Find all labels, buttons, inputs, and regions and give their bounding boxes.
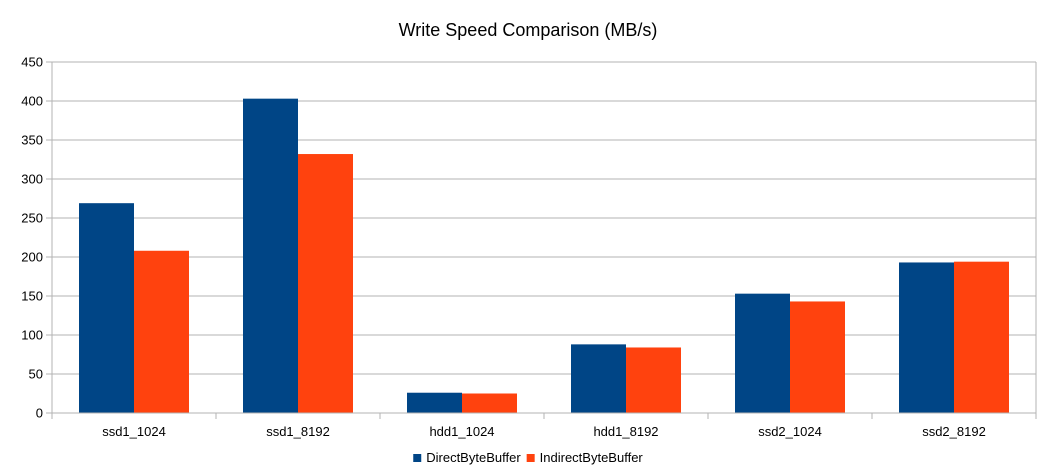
y-tick-label: 100 — [21, 328, 43, 343]
legend-swatch — [526, 454, 535, 462]
bar-IndirectByteBuffer-ssd1_8192 — [298, 154, 353, 414]
y-tick-label: 350 — [21, 133, 43, 148]
bar-IndirectByteBuffer-hdd1_8192 — [626, 347, 681, 413]
x-tick-label: ssd2_8192 — [922, 424, 986, 439]
legend-swatch — [413, 454, 422, 462]
y-tick-label: 300 — [21, 172, 43, 187]
legend-label: IndirectByteBuffer — [540, 450, 644, 465]
bar-IndirectByteBuffer-ssd2_8192 — [954, 261, 1009, 413]
y-axis-ticks: 0 50 100 150 200 250 300 350 400 450 — [21, 55, 43, 421]
x-tick-label: ssd1_8192 — [266, 424, 330, 439]
x-axis-labels: ssd1_1024 ssd1_8192 hdd1_1024 hdd1_8192 ssd2… — [102, 424, 986, 439]
x-tick-label: ssd1_1024 — [102, 424, 166, 439]
bar-IndirectByteBuffer-hdd1_1024 — [462, 393, 517, 413]
x-tick-label: hdd1_8192 — [593, 424, 658, 439]
y-tick-label: 50 — [29, 367, 43, 382]
x-tick-label: ssd2_1024 — [758, 424, 822, 439]
y-tick-label: 150 — [21, 289, 43, 304]
bar-IndirectByteBuffer-ssd2_1024 — [790, 301, 845, 413]
x-tick-label: hdd1_1024 — [429, 424, 494, 439]
chart-title: Write Speed Comparison (MB/s) — [399, 20, 658, 40]
bar-DirectByteBuffer-hdd1_1024 — [407, 392, 462, 413]
axes — [46, 62, 1037, 419]
bar-DirectByteBuffer-ssd1_1024 — [79, 203, 134, 413]
bar-DirectByteBuffer-ssd1_8192 — [243, 98, 298, 413]
y-tick-label: 200 — [21, 250, 43, 265]
gridlines — [46, 61, 1036, 414]
bar-DirectByteBuffer-hdd1_8192 — [571, 344, 626, 413]
y-tick-label: 450 — [21, 55, 43, 70]
bar-DirectByteBuffer-ssd2_8192 — [899, 262, 954, 413]
y-tick-label: 400 — [21, 94, 43, 109]
legend: DirectByteBuffer IndirectByteBuffer — [413, 450, 643, 465]
legend-label: DirectByteBuffer — [426, 450, 521, 465]
bar-IndirectByteBuffer-ssd1_1024 — [134, 250, 189, 413]
y-tick-label: 250 — [21, 211, 43, 226]
bars — [79, 98, 1009, 414]
bar-DirectByteBuffer-ssd2_1024 — [735, 293, 790, 413]
y-tick-label: 0 — [36, 406, 43, 421]
